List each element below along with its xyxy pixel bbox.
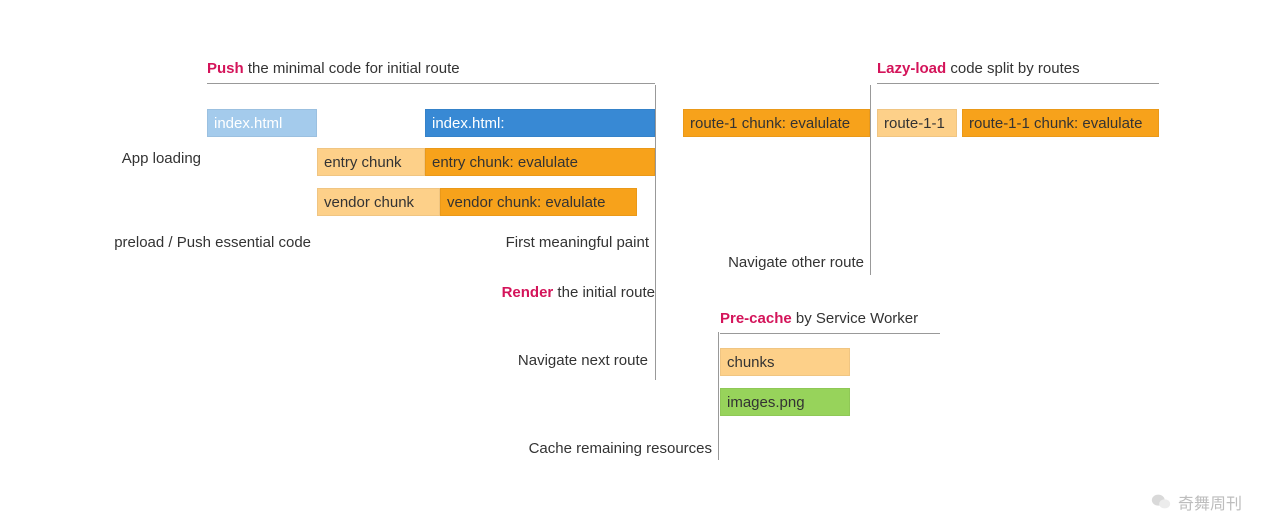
block-entry-chunk: entry chunk <box>317 148 425 176</box>
watermark-text: 奇舞周刊 <box>1178 490 1242 514</box>
block-vendor-chunk-eval: vendor chunk: evalulate <box>440 188 637 216</box>
header-lazy-rest: code split by routes <box>946 60 1079 77</box>
header-render-rest: the initial route <box>553 284 655 301</box>
vline-1 <box>718 332 719 460</box>
block-route11: route-1-1 <box>877 109 957 137</box>
block-vendor-chunk-eval-label: vendor chunk: evalulate <box>447 194 605 211</box>
header-precache-divider <box>720 333 940 334</box>
header-render: Render the initial route <box>502 284 655 301</box>
header-push-divider <box>207 83 655 84</box>
label-preload-push: preload / Push essential code <box>114 234 311 251</box>
header-lazy: Lazy-load code split by routes <box>877 60 1159 84</box>
label-app-loading: App loading <box>122 150 201 167</box>
block-route1-eval: route-1 chunk: evalulate <box>683 109 870 137</box>
header-push-rest: the minimal code for initial route <box>244 60 460 77</box>
block-index-html-light-label: index.html <box>214 115 282 132</box>
block-precache-chunks-label: chunks <box>727 354 775 371</box>
block-route11-eval-label: route-1-1 chunk: evalulate <box>969 115 1142 132</box>
header-lazy-strong: Lazy-load <box>877 60 946 77</box>
block-index-html-light: index.html <box>207 109 317 137</box>
block-route1-eval-label: route-1 chunk: evalulate <box>690 115 850 132</box>
block-precache-chunks: chunks <box>720 348 850 376</box>
block-vendor-chunk: vendor chunk <box>317 188 440 216</box>
vline-2 <box>870 85 871 275</box>
header-lazy-divider <box>877 83 1159 84</box>
block-precache-images-label: images.png <box>727 394 805 411</box>
header-push-strong: Push <box>207 60 244 77</box>
vline-0 <box>655 85 656 380</box>
header-precache-rest: by Service Worker <box>792 310 918 327</box>
label-cache-remaining: Cache remaining resources <box>529 440 712 457</box>
block-entry-chunk-label: entry chunk <box>324 154 402 171</box>
label-first-paint: First meaningful paint <box>506 234 649 251</box>
header-push: Push the minimal code for initial route <box>207 60 655 84</box>
block-index-html-eval-label: index.html: <box>432 115 505 132</box>
block-route11-eval: route-1-1 chunk: evalulate <box>962 109 1159 137</box>
wechat-icon <box>1150 491 1172 513</box>
block-precache-images: images.png <box>720 388 850 416</box>
header-precache: Pre-cache by Service Worker <box>720 310 940 334</box>
block-vendor-chunk-label: vendor chunk <box>324 194 414 211</box>
header-render-strong: Render <box>502 284 554 301</box>
header-precache-strong: Pre-cache <box>720 310 792 327</box>
block-index-html-eval: index.html: <box>425 109 655 137</box>
label-navigate-other: Navigate other route <box>728 254 864 271</box>
block-route11-label: route-1-1 <box>884 115 945 132</box>
watermark: 奇舞周刊 <box>1150 490 1242 514</box>
block-entry-chunk-eval-label: entry chunk: evalulate <box>432 154 578 171</box>
label-navigate-next: Navigate next route <box>518 352 648 369</box>
block-entry-chunk-eval: entry chunk: evalulate <box>425 148 655 176</box>
